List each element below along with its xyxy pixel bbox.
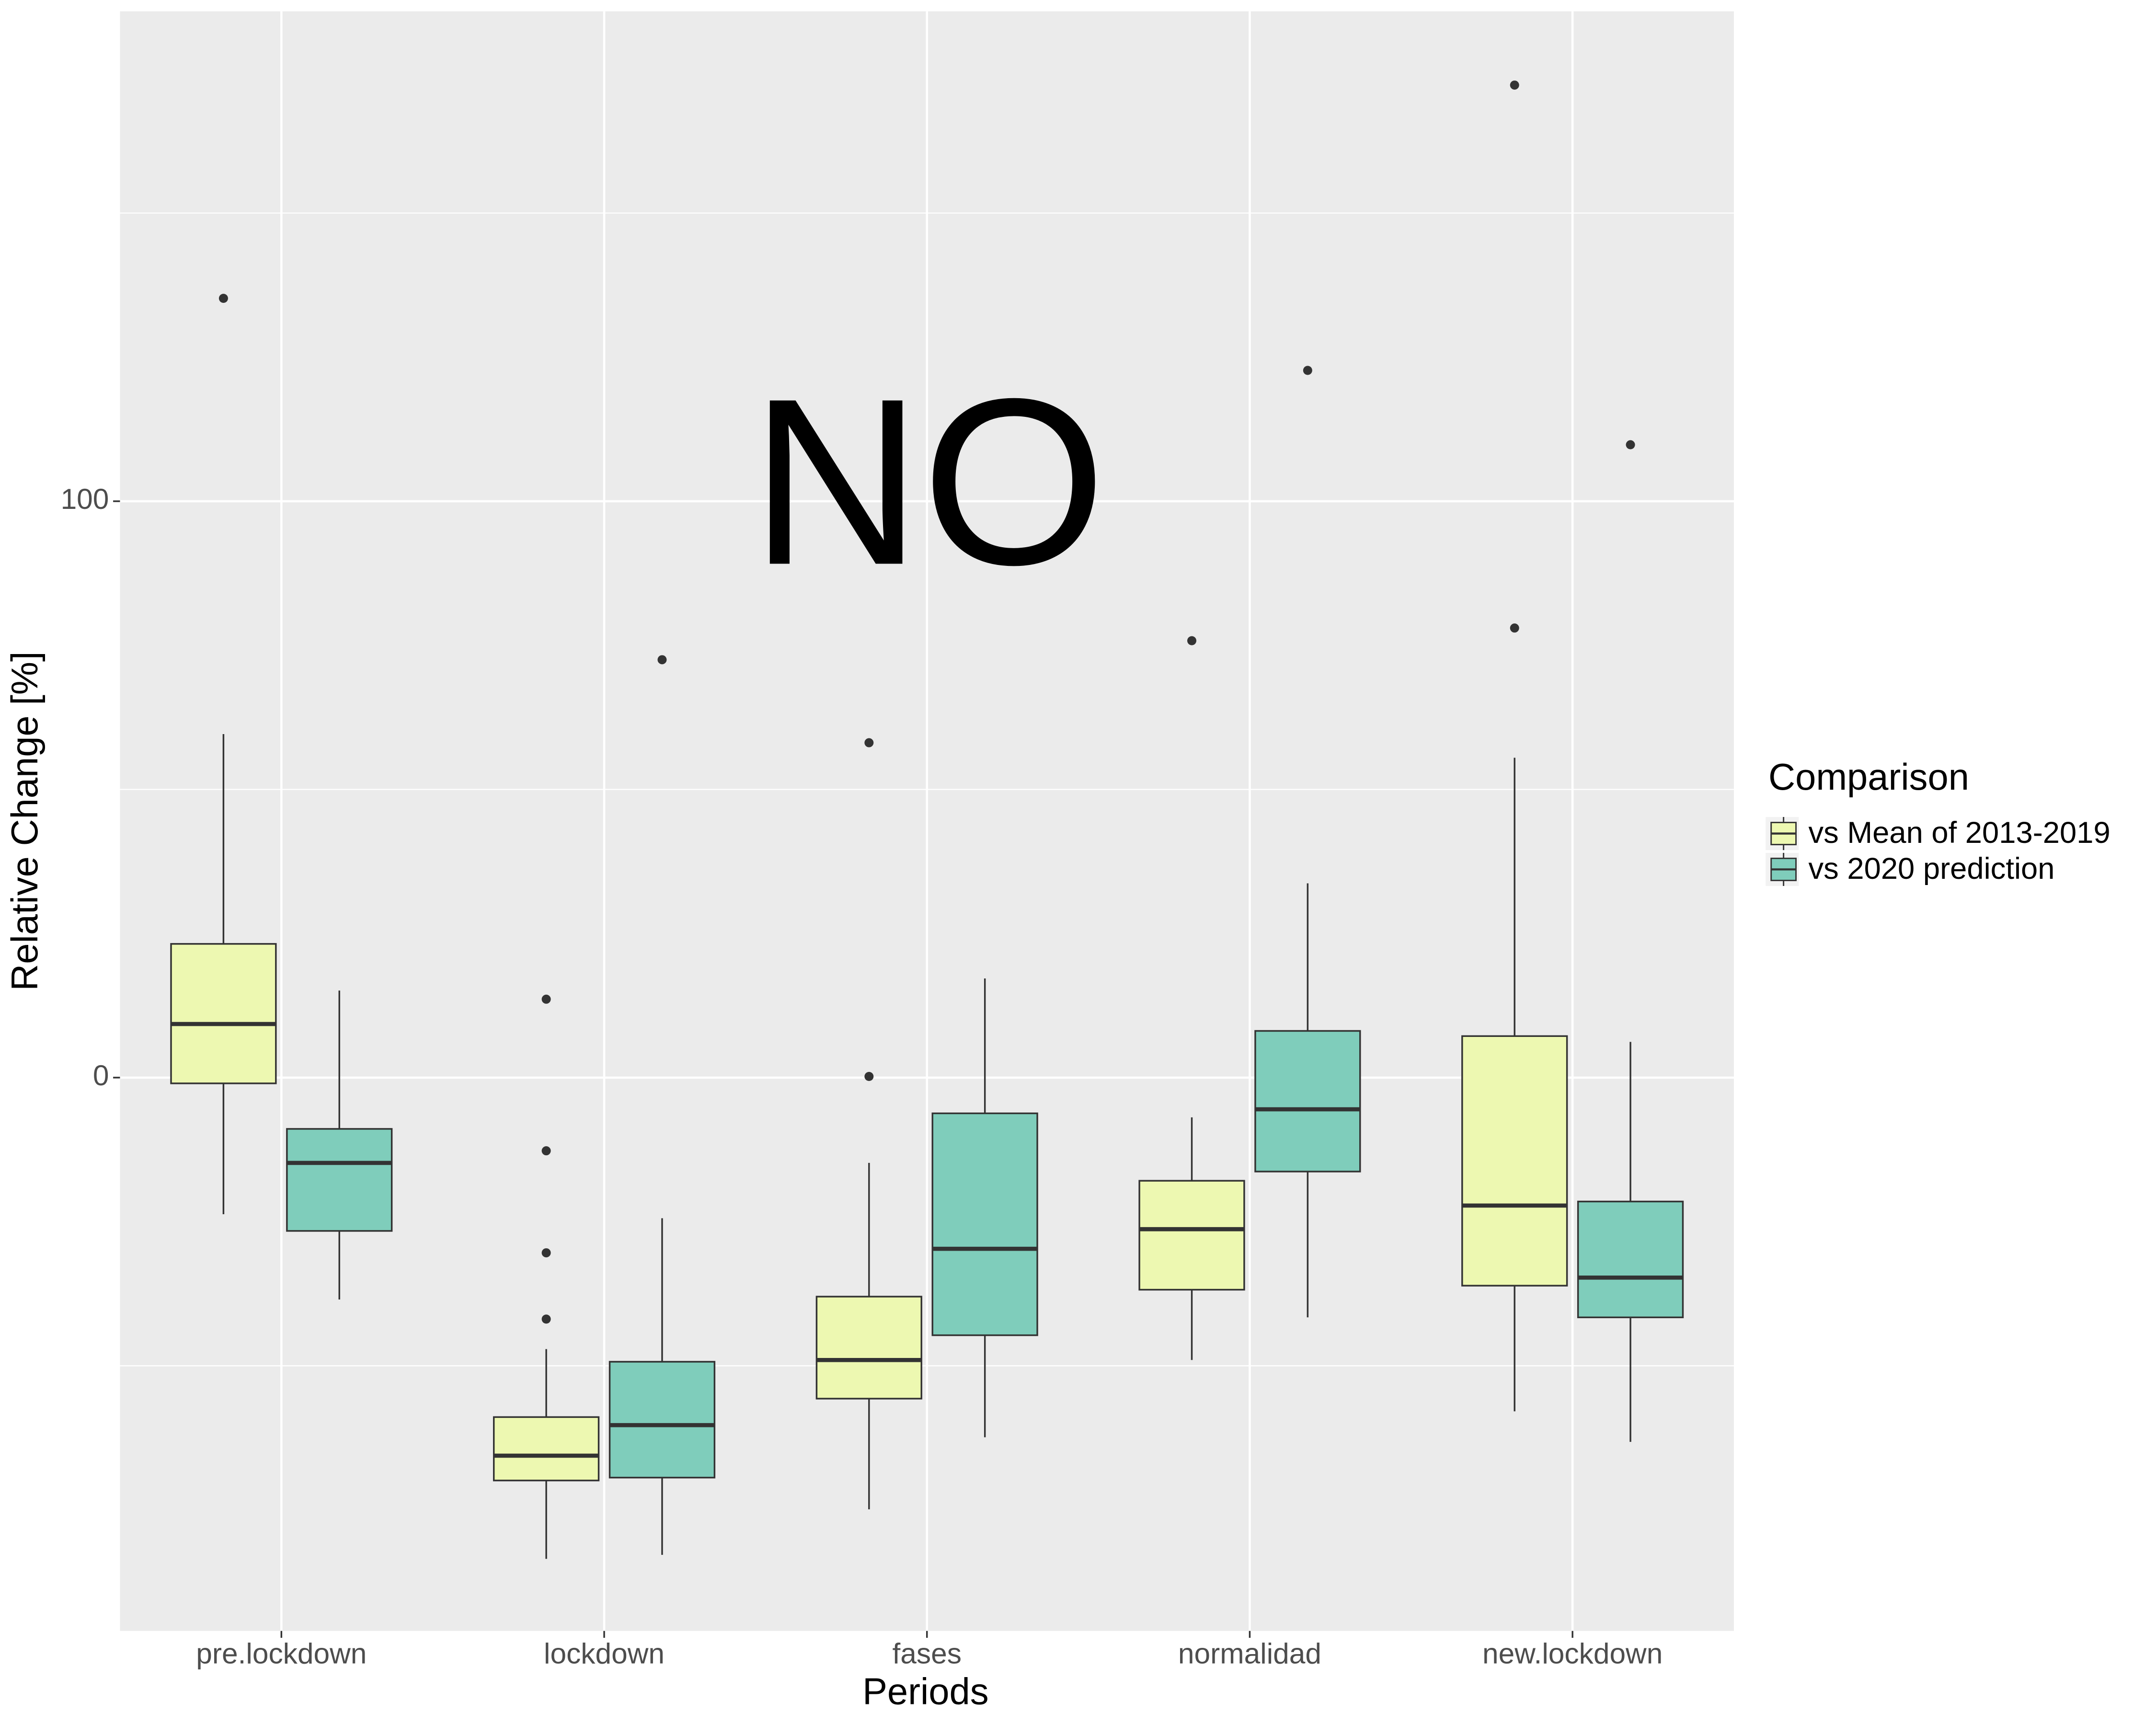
outlier (1510, 623, 1519, 633)
box (608, 1361, 716, 1479)
outlier (541, 994, 551, 1004)
outlier (864, 1071, 874, 1081)
legend-label: vs Mean of 2013-2019 (1808, 816, 2110, 850)
outlier (541, 1314, 551, 1324)
legend-title: Comparison (1768, 757, 1969, 798)
x-axis-title: Periods (862, 1671, 989, 1713)
outlier (864, 738, 874, 748)
outlier (980, 402, 990, 412)
legend-label: vs 2020 prediction (1808, 852, 2054, 886)
box (931, 1112, 1038, 1336)
x-tick-label: lockdown (544, 1637, 665, 1669)
x-tick-label: normalidad (1178, 1637, 1321, 1669)
outlier (541, 1146, 551, 1156)
x-tick-label: pre.lockdown (196, 1637, 367, 1669)
y-tick-label: 100 (61, 483, 109, 515)
outlier (218, 294, 228, 303)
x-tick-label: fases (892, 1637, 962, 1669)
outlier (1187, 636, 1197, 645)
outlier (1303, 366, 1312, 375)
x-tick-label: new.lockdown (1482, 1637, 1663, 1669)
outlier (657, 655, 667, 665)
box (1461, 1035, 1568, 1287)
box (1254, 1030, 1361, 1173)
box (1577, 1200, 1684, 1319)
box (170, 943, 277, 1084)
y-axis-title: Relative Change [%] (4, 651, 46, 991)
box (1138, 1180, 1245, 1291)
box (493, 1416, 600, 1482)
outlier (541, 1248, 551, 1258)
box (286, 1128, 393, 1232)
grid: 0 100 pre.lockdown lockdown fases normalidad n… (61, 11, 1734, 1669)
marks (170, 80, 1684, 1559)
y-tick-label: 0 (93, 1059, 109, 1092)
annotation: NO (750, 349, 1106, 614)
outlier (1626, 440, 1635, 449)
box (815, 1296, 922, 1400)
outlier (1510, 80, 1519, 90)
